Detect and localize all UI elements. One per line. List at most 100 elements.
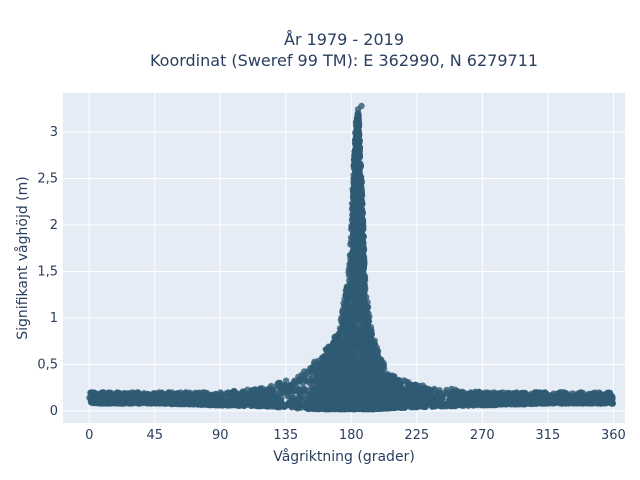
scatter-point [350,315,358,322]
scatter-point [454,396,462,403]
scatter-point [230,398,237,405]
scatter-point [223,390,230,397]
scatter-point [602,393,610,401]
scatter-point [324,399,331,407]
scatter-point [263,394,270,401]
scatter-point [337,357,344,365]
scatter-point [343,378,351,386]
scatter-point [351,308,358,316]
scatter-point [504,392,512,400]
scatter-point [302,403,309,411]
scatter-point [608,399,615,406]
scatter-point [334,362,341,370]
scatter-point [455,389,462,396]
scatter-point [358,389,365,396]
scatter-point [396,404,403,411]
scatter-point [343,298,351,305]
scatter-point [201,394,208,402]
scatter-point [367,338,374,345]
scatter-point [357,356,364,364]
scatter-point [352,389,359,397]
scatter-point [269,386,277,393]
scatter-point [549,395,557,402]
scatter-point [328,363,335,371]
scatter-point [299,394,306,402]
scatter-point [520,398,527,406]
scatter-point [579,393,587,400]
scatter-point [426,391,434,398]
scatter-point [504,400,511,407]
scatter-point [352,373,359,380]
scatter-point [450,390,457,397]
scatter-point [363,368,371,376]
scatter-point [338,381,345,388]
scatter-point [383,402,391,410]
scatter-point [366,402,374,409]
scatter-point [97,390,105,397]
scatter-point [87,396,95,403]
scatter-point [578,400,586,407]
scatter-point [383,391,390,399]
scatter-point [294,397,301,404]
scatter-point [358,397,366,404]
scatter-point [330,339,337,346]
scatter-point [193,397,200,404]
scatter-point [324,388,332,395]
scatter-point [400,377,408,384]
scatter-point [415,389,423,396]
scatter-point [332,382,340,390]
scatter-point [315,360,323,367]
scatter-point [321,393,329,400]
scatter-point [416,382,423,390]
scatter-point [373,373,380,380]
scatter-point [156,393,164,401]
scatter-point [332,394,339,402]
scatter-point [374,401,381,408]
scatter-point [497,390,505,398]
scatter-point [318,370,325,377]
scatter-point [431,387,438,394]
scatter-point [203,389,210,397]
scatter-point [218,390,225,398]
scatter-point [260,402,268,410]
scatter-point [226,402,233,409]
scatter-point [370,391,377,398]
scatter-point [318,404,325,411]
scatter-point [365,360,372,367]
scatter-point [277,397,285,404]
scatter-point [160,400,167,407]
scatter-point [509,400,516,407]
scatter-point [347,327,354,334]
scatter-point [355,364,363,371]
scatter-point [377,367,384,374]
scatter-point [509,390,517,397]
scatter-point [257,387,265,395]
scatter-point [483,398,491,405]
scatter-point [379,385,387,392]
scatter-point [333,333,340,340]
scatter-point [115,393,122,401]
scatter-point [446,394,454,401]
scatter-point [176,398,183,406]
scatter-point [358,352,365,359]
scatter-point [297,376,304,383]
scatter-point [478,398,486,405]
scatter-point [209,401,216,408]
scatter-point [301,368,308,375]
scatter-point [542,390,550,397]
scatter-point [120,396,127,404]
scatter-point [339,319,346,326]
scatter-point [409,382,417,389]
scatter-point [218,402,225,409]
scatter-point [369,383,377,390]
scatter-point [517,390,525,397]
scatter-point [344,343,351,351]
scatter-point [87,389,94,397]
scatter-point [469,398,476,405]
scatter-point [464,397,472,404]
scatter-point [347,384,355,391]
scatter-point [344,404,352,411]
scatter-point [211,395,218,403]
scatter-point [385,381,392,388]
